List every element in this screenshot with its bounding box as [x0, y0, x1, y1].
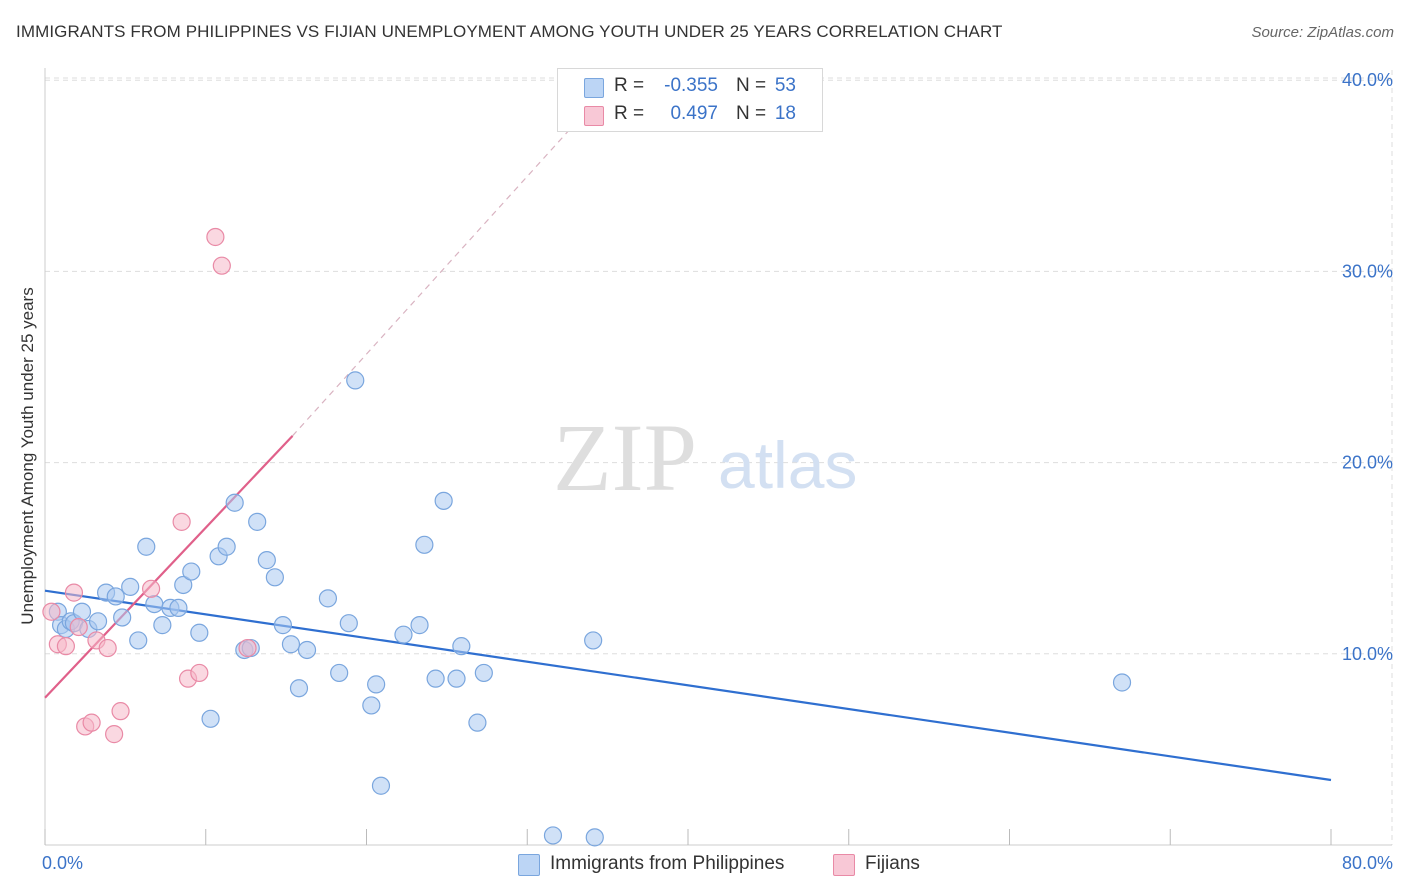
point-philippines [367, 675, 386, 694]
point-philippines [339, 614, 358, 633]
legend-item-label: Fijians [865, 853, 920, 874]
point-philippines [447, 669, 466, 688]
point-fijians [82, 713, 101, 732]
point-fijians [206, 227, 225, 247]
point-fijians [212, 256, 231, 275]
point-fijians [238, 638, 257, 658]
trend-line-pink [44, 435, 294, 699]
point-philippines [257, 551, 276, 570]
trend-line-blue [44, 589, 1332, 782]
legend-n-label: N = [736, 103, 767, 124]
legend-row-philippines: R = -0.355 N = 53 [558, 73, 822, 101]
point-philippines [190, 623, 209, 642]
point-philippines [225, 493, 244, 512]
point-fijians [172, 512, 191, 531]
point-fijians [56, 637, 75, 656]
trend-lines [44, 108, 1332, 782]
point-philippines [394, 625, 413, 644]
point-philippines [346, 371, 365, 390]
point-philippines [265, 568, 284, 587]
y-tick-label: 10.0% [1342, 644, 1393, 664]
point-fijians [105, 725, 124, 744]
watermark: ZIP atlas [553, 404, 857, 511]
legend-n-value: 53 [774, 75, 796, 96]
point-philippines [174, 575, 193, 595]
axes [44, 68, 1392, 846]
point-philippines [297, 640, 317, 660]
watermark-zip: ZIP [553, 404, 697, 511]
point-philippines [145, 594, 164, 614]
point-philippines [153, 616, 172, 635]
series-legend: Immigrants from Philippines Fijians [0, 852, 1406, 878]
point-philippines [273, 616, 293, 635]
point-philippines [121, 577, 140, 596]
point-philippines [129, 631, 148, 650]
point-philippines [169, 598, 188, 618]
y-tick-label: 40.0% [1342, 70, 1393, 90]
point-philippines [113, 608, 132, 627]
point-fijians [98, 638, 117, 658]
legend-n-value: 18 [774, 103, 796, 124]
point-fijians [111, 702, 130, 721]
legend-item-label: Immigrants from Philippines [550, 853, 785, 874]
point-philippines [452, 637, 471, 656]
correlation-legend: R = -0.355 N = 53 R = 0.497 N = 18 [557, 68, 823, 132]
point-philippines [434, 491, 453, 510]
gridlines [45, 70, 1393, 845]
point-fijians [190, 663, 209, 683]
point-philippines [415, 535, 434, 554]
point-philippines [330, 663, 349, 683]
point-philippines [543, 826, 563, 845]
point-philippines [1112, 673, 1132, 692]
legend-r-label: R = [614, 75, 645, 96]
y-tick-label: 20.0% [1342, 453, 1393, 473]
point-fijians [69, 617, 88, 637]
point-philippines [248, 512, 267, 531]
point-philippines [289, 679, 309, 698]
point-philippines [474, 663, 493, 683]
legend-r-value: 0.497 [670, 103, 718, 124]
point-philippines [281, 635, 301, 654]
point-philippines [182, 562, 201, 581]
x-tick-label: 0.0% [42, 853, 83, 873]
point-philippines [137, 537, 156, 556]
legend-swatch-pink [584, 106, 604, 126]
point-fijians [42, 602, 61, 621]
legend-r-value: -0.355 [664, 75, 718, 96]
legend-r-label: R = [614, 103, 645, 124]
x-tick-label: 80.0% [1342, 853, 1393, 873]
tick-labels: 10.0% 20.0% 30.0% 40.0% 0.0% 80.0% [42, 70, 1393, 873]
y-axis-label: Unemployment Among Youth under 25 years [18, 287, 37, 625]
chart-title: IMMIGRANTS FROM PHILIPPINES VS FIJIAN UN… [16, 22, 1003, 41]
legend-swatch-pink [833, 854, 855, 876]
point-philippines [201, 709, 220, 728]
watermark-atlas: atlas [718, 428, 857, 502]
y-tick-label: 30.0% [1342, 261, 1393, 281]
point-philippines [72, 602, 92, 621]
point-philippines [410, 616, 429, 635]
point-philippines [106, 587, 125, 606]
point-philippines [584, 631, 603, 650]
legend-swatch-blue [518, 854, 540, 876]
point-philippines [371, 776, 391, 795]
point-philippines [362, 696, 381, 715]
point-fijians [141, 579, 161, 598]
trend-extension-pink [292, 108, 589, 437]
point-philippines [318, 589, 338, 608]
point-philippines [585, 828, 604, 847]
legend-swatch-blue [584, 78, 604, 98]
data-points [42, 227, 1132, 847]
point-philippines [468, 713, 487, 732]
point-philippines [217, 537, 236, 556]
source-credit: Source: ZipAtlas.com [1251, 24, 1394, 41]
legend-row-fijians: R = 0.497 N = 18 [558, 101, 822, 129]
point-fijians [64, 583, 84, 602]
point-philippines [88, 612, 108, 631]
point-philippines [426, 669, 445, 688]
legend-n-label: N = [736, 75, 767, 96]
